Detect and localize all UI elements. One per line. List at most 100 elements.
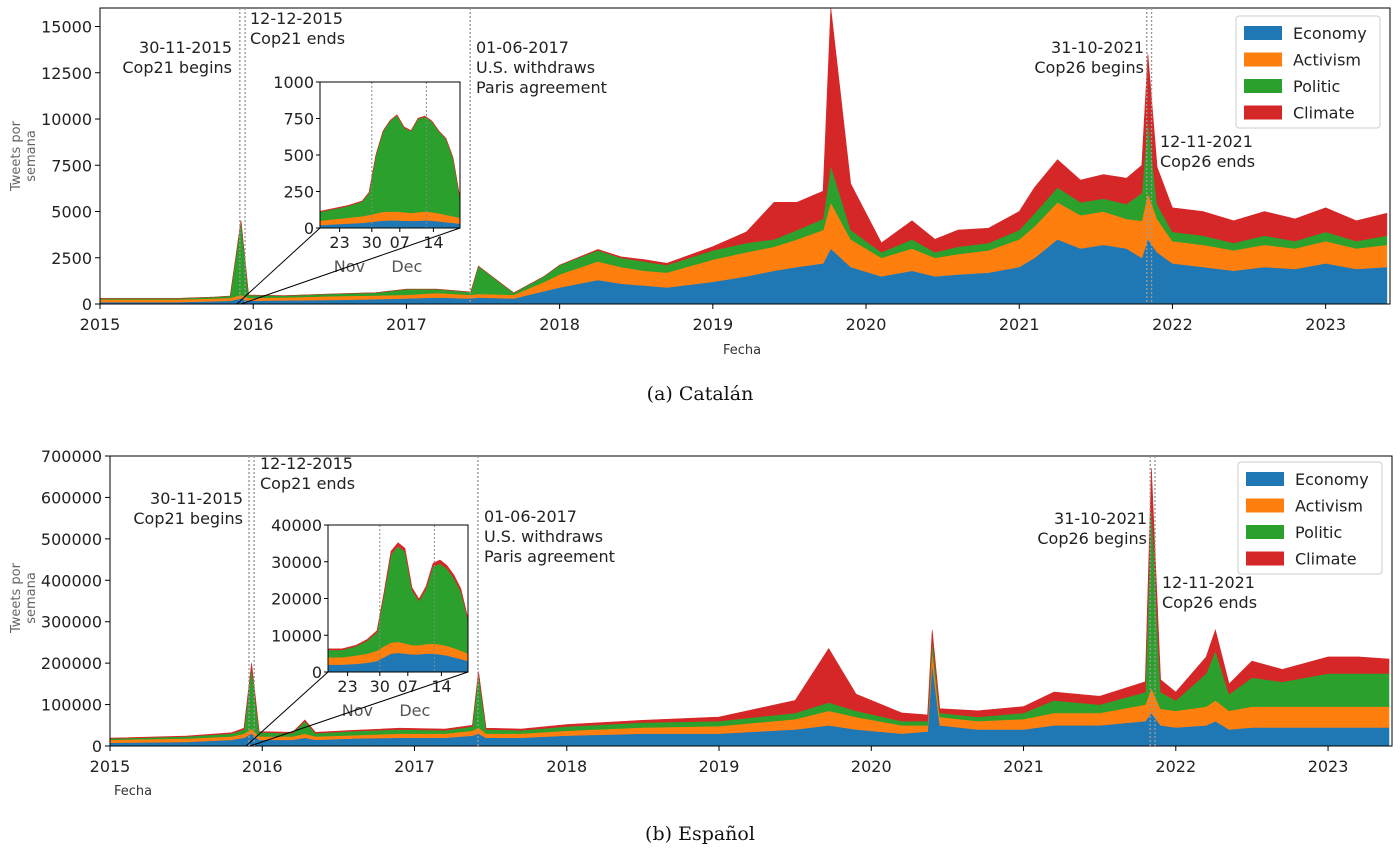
panel-a-event-label: 12-11-2021 Cop26 ends [1160, 132, 1255, 171]
panel-a-legend-swatch [1244, 105, 1282, 120]
panel-b-legend-swatch [1246, 525, 1284, 539]
panel-b-xtick-label: 2019 [699, 757, 740, 776]
panel-b-xtick-label: 2021 [1003, 757, 1044, 776]
panel-b-legend-label: Politic [1295, 523, 1342, 542]
panel-b-event-label: 30-11-2015 Cop21 begins [133, 489, 243, 528]
panel-a-zoom-line [240, 227, 461, 305]
panel-b-ytick-label: 300000 [41, 613, 102, 632]
panel-a-legend-swatch [1244, 26, 1282, 40]
panel-a-xlabel: Fecha [723, 343, 761, 358]
panel-b-inset-ytick-label: 10000 [271, 626, 322, 645]
panel-a-inset-xtick-label: 30 [362, 233, 382, 252]
panel-b-frame [109, 455, 1393, 747]
panel-a-xtick-label: 2023 [1305, 315, 1346, 334]
panel-a-inset-ytick-label: 1000 [273, 73, 314, 92]
panel-b-ytick-label: 600000 [41, 488, 102, 507]
panel-a-event-label: 30-11-2015 Cop21 begins [122, 38, 232, 77]
panel-b-event-label: 01-06-2017 U.S. withdraws Paris agreement [484, 507, 615, 566]
panel-b-xlabel: Fecha [114, 784, 152, 799]
panel-b-xtick-label: 2015 [90, 757, 131, 776]
panel-a-ytick-label: 7500 [51, 156, 92, 175]
panel-b-xtick-label: 2023 [1308, 757, 1349, 776]
panel-b-legend-swatch [1246, 472, 1284, 486]
panel-a-ytick-label: 5000 [51, 203, 92, 222]
panel-a-xtick-label: 2018 [539, 315, 580, 334]
panel-b-area-politic [109, 501, 1390, 741]
panel-b-ylabel: Tweets porsemana [9, 562, 39, 634]
panel-b-legend-label: Activism [1295, 497, 1363, 516]
panel-b-inset-ytick-label: 0 [312, 663, 322, 682]
panel-b-xtick-label: 2017 [394, 757, 435, 776]
panel-a-xtick-label: 2019 [692, 315, 733, 334]
panel-b-zoom-line [249, 671, 469, 747]
panel-b-inset-xtick-label: 14 [431, 677, 451, 696]
panel-a-ytick-label: 10000 [41, 110, 92, 129]
panel-a-xtick-label: 2017 [386, 315, 427, 334]
panel-a-ytick-label: 12500 [41, 64, 92, 83]
caption-b: (b) Español [645, 823, 755, 845]
panel-a-xtick-label: 2016 [233, 315, 274, 334]
panel-a-zoom-line [236, 227, 321, 305]
panel-b-inset-xtick-label: 30 [370, 677, 390, 696]
panel-b-inset: 0 10000 20000 30000 40000 23 30 07 14 Nov Dec [271, 516, 469, 720]
panel-a-legend-label: Activism [1293, 51, 1361, 70]
panel-a-legend-swatch [1244, 79, 1282, 93]
panel-b-inset-xtick-label: 07 [398, 677, 418, 696]
panel-a-xtick-label: 2020 [846, 315, 887, 334]
panel-b-inset-xtick-label: 23 [337, 677, 357, 696]
panel-b-event-label: 12-11-2021 Cop26 ends [1162, 573, 1257, 612]
panel-b-chart: 0100000200000300000400000500000600000700… [9, 447, 1393, 799]
panel-b-event-label: 12-12-2015 Cop21 ends [260, 454, 355, 493]
panel-b-ytick-label: 0 [92, 737, 102, 756]
panel-a-ylabel: Tweets porsemana [9, 120, 39, 192]
panel-b-ytick-label: 100000 [41, 696, 102, 715]
panel-b-inset-ytick-label: 30000 [271, 553, 322, 572]
panel-b-xtick-label: 2016 [242, 757, 283, 776]
panel-b-ytick-label: 700000 [41, 447, 102, 466]
panel-b-legend-swatch [1246, 551, 1284, 566]
panel-a-inset-month-label: Dec [391, 257, 422, 276]
panel-a-legend-swatch [1244, 52, 1282, 67]
panel-b-xtick-label: 2018 [546, 757, 587, 776]
panel-b-ytick-label: 200000 [41, 654, 102, 673]
caption-a: (a) Catalán [646, 383, 754, 405]
panel-b-inset-ytick-label: 40000 [271, 516, 322, 535]
panel-b-event-label: 31-10-2021 Cop26 begins [1037, 509, 1147, 548]
panel-a-frame [99, 7, 1391, 305]
panel-a-inset-ytick-label: 500 [283, 146, 314, 165]
panel-b-ytick-label: 500000 [41, 530, 102, 549]
panel-a-ytick-label: 0 [82, 295, 92, 314]
panel-a-event-label: 31-10-2021 Cop26 begins [1034, 38, 1144, 77]
panel-b-inset-ytick-label: 20000 [271, 590, 322, 609]
panel-b-legend-label: Economy [1295, 470, 1369, 489]
panel-a-inset-xtick-label: 23 [329, 233, 349, 252]
panel-a-legend-box [1235, 15, 1381, 129]
panel-b-legend-box [1237, 461, 1383, 575]
panel-a-inset-ytick-label: 250 [283, 183, 314, 202]
panel-a-event-label: 01-06-2017 U.S. withdraws Paris agreement [476, 38, 607, 97]
panel-a-ytick-label: 2500 [51, 249, 92, 268]
panel-b-xtick-label: 2022 [1155, 757, 1196, 776]
panel-a-xtick-label: 2022 [1152, 315, 1193, 334]
panel-a-event-label: 12-12-2015 Cop21 ends [250, 9, 345, 48]
panel-a-xtick-label: 2015 [80, 315, 121, 334]
panel-b-legend-swatch [1246, 498, 1284, 513]
panel-b-zoom-line [245, 671, 329, 747]
panel-a-legend: Economy Activism Politic Climate [1235, 15, 1381, 129]
panel-a-legend-label: Climate [1293, 104, 1355, 123]
panel-a-ytick-label: 15000 [41, 18, 92, 37]
panel-b-ytick-label: 400000 [41, 571, 102, 590]
panel-b-legend: Economy Activism Politic Climate [1237, 461, 1383, 575]
panel-a-area-climate [100, 7, 1388, 299]
panel-a-chart: 0 2500 5000 7500 10000 12500 15000 2015 2016 2017… [9, 7, 1391, 358]
panel-a-legend-label: Politic [1293, 77, 1340, 96]
panel-a-inset: 0250500750100023300714NovDec [273, 73, 461, 276]
panel-b-legend-label: Climate [1295, 550, 1357, 569]
panel-b-inset-month-label: Nov [342, 701, 373, 720]
panel-a-xtick-label: 2021 [999, 315, 1040, 334]
panel-b-inset-month-label: Dec [399, 701, 430, 720]
panel-a-inset-xtick-label: 14 [423, 233, 443, 252]
panel-a-legend-label: Economy [1293, 24, 1367, 43]
panel-b-xtick-label: 2020 [851, 757, 892, 776]
